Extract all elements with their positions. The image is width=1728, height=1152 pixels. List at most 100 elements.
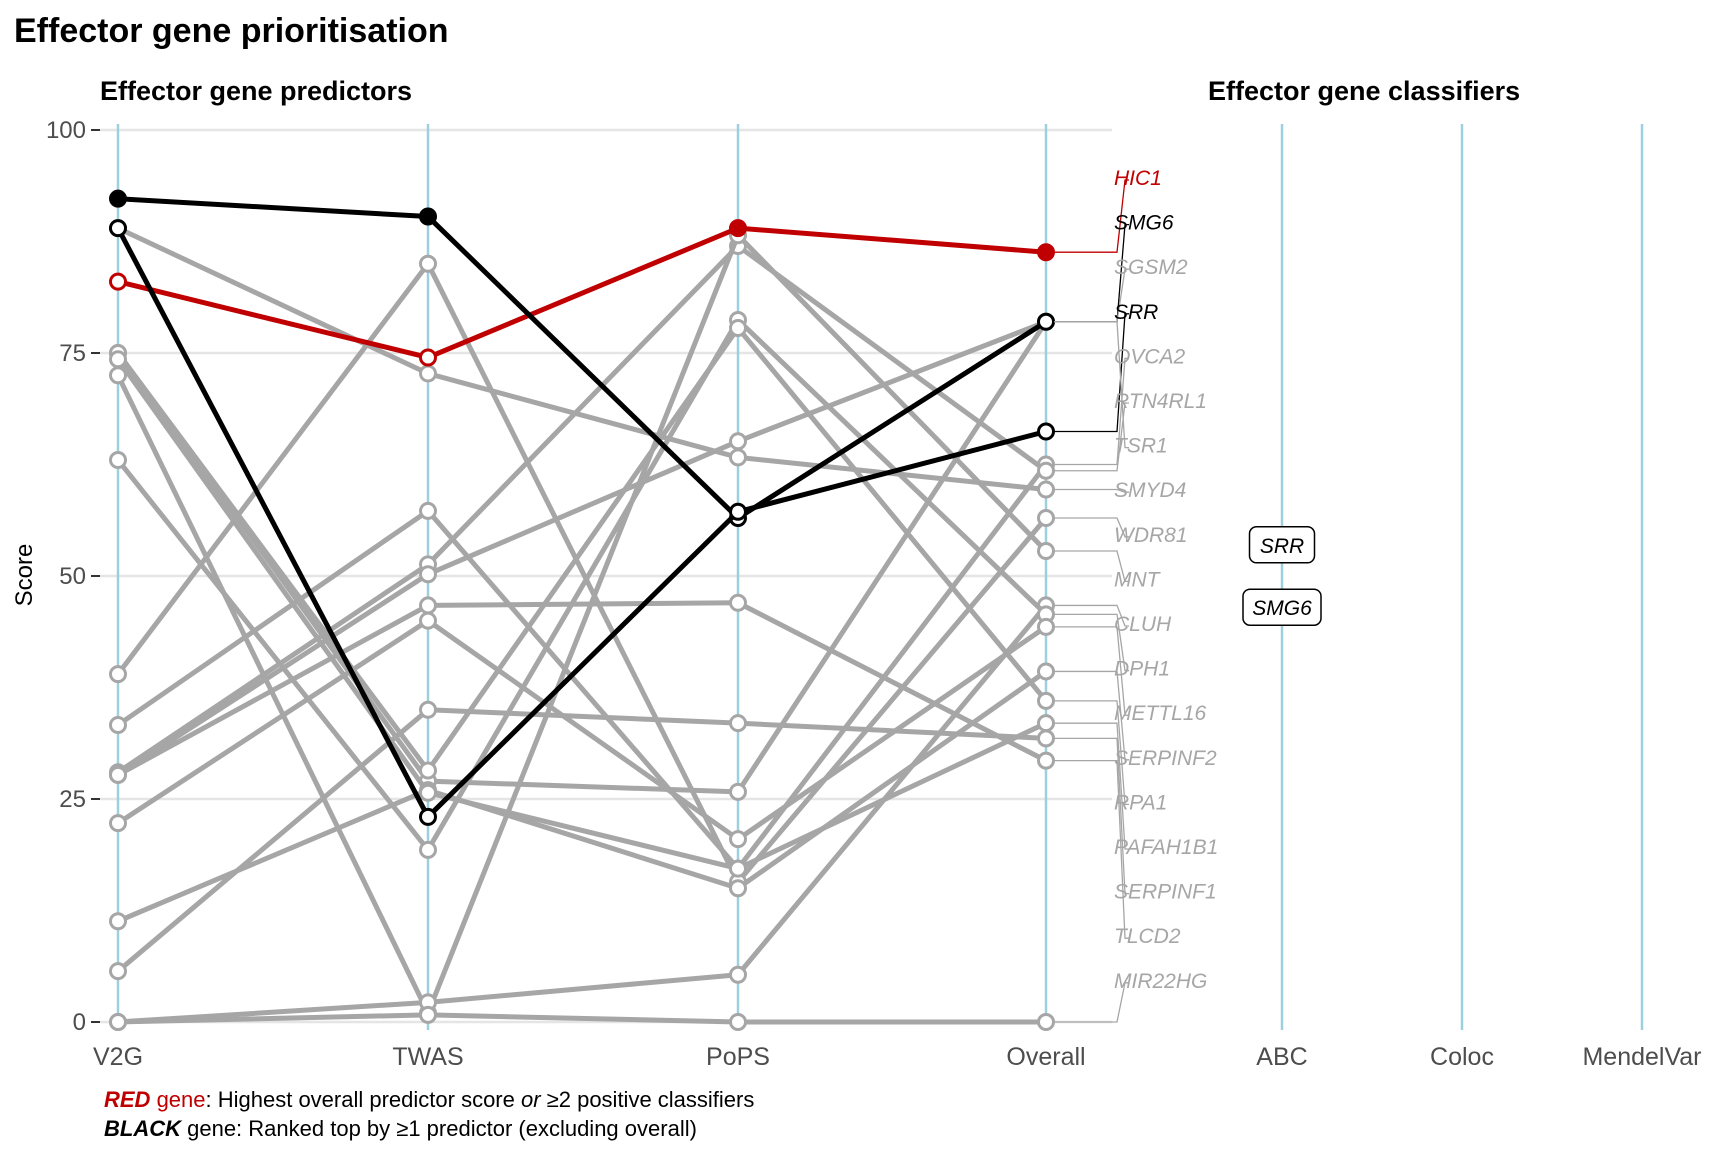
gene-label: RPA1 [1114,791,1167,814]
series-serpinf1 [109,700,1055,981]
point-twas [419,254,437,273]
gene-label: SMG6 [1114,212,1174,235]
label-serpinf2: SERPINF2 [1054,670,1217,770]
label-pafah1b1: PAFAH1B1 [1054,722,1218,859]
label-ovca2: OVCA2 [1054,345,1186,466]
classifier-hit-smg6: SMG6 [1242,588,1322,626]
point-v2g [109,272,127,291]
footnote-black-word: BLACK [104,1116,183,1141]
series-line [116,462,1048,872]
y-axis-label: Score [11,544,38,607]
point-v2g [109,665,127,684]
x-label-overall: Overall [1006,1043,1085,1071]
label-dph1: DPH1 [1054,613,1170,681]
point-overall [1037,729,1055,748]
footnote-or: or [521,1087,542,1112]
label-connector [1054,737,1129,895]
footnote-red-text-a: : Highest overall predictor score [206,1087,521,1112]
point-twas [419,501,437,520]
gene-label: MNT [1114,568,1162,591]
footnote-black-text: gene: Ranked top by ≥1 predictor (exclud… [181,1116,697,1141]
label-connector [1054,982,1129,1023]
point-twas [419,364,437,383]
gene-label: SRR [1114,301,1158,324]
point-twas [419,783,437,802]
point-twas [419,700,437,719]
label-rtn4rl1: RTN4RL1 [1054,390,1207,472]
label-tsr1: TSR1 [1054,321,1168,458]
point-pops [729,782,747,801]
point-pops [729,859,747,878]
footnote-black: BLACK gene: Ranked top by ≥1 predictor (… [104,1116,697,1141]
label-connector [1054,321,1129,449]
point-pops [729,502,747,521]
x-label-mendelvar: MendelVar [1582,1043,1701,1071]
point-v2g [109,912,127,931]
x-label-pops: PoPS [706,1043,770,1071]
point-pops [729,219,747,238]
series-hic1 [109,219,1055,367]
label-connector [1054,179,1129,253]
point-twas [419,807,437,826]
series-line [117,225,1047,360]
point-v2g [109,1013,127,1031]
label-connector [1054,759,1129,939]
series-line [117,669,1048,924]
gene-label: METTL16 [1114,702,1207,725]
label-connector [1054,670,1129,761]
label-connector [1054,700,1129,806]
point-overall [1037,662,1055,681]
series-srr [109,219,1055,826]
footnote-red-gene: gene [150,1087,205,1112]
label-mir22hg: MIR22HG [1054,970,1207,1023]
point-v2g [109,962,127,981]
point-v2g [109,451,127,470]
gene-label: OVCA2 [1114,345,1186,368]
point-pops [729,830,747,849]
gene-label: PAFAH1B1 [1114,836,1218,859]
label-srr: SRR [1054,301,1158,433]
label-wdr81: WDR81 [1054,517,1188,547]
point-pops [729,593,747,612]
label-connector [1054,357,1129,466]
point-v2g [109,814,127,833]
label-connector [1054,550,1129,583]
point-overall [1037,312,1055,331]
classifiers-subtitle: Effector gene classifiers [1208,76,1520,106]
footnote-red-word: RED [104,1087,151,1112]
point-pops [729,714,747,733]
series-line [116,600,1048,778]
series-line [117,1012,1046,1025]
y-tick-label: 25 [59,786,86,813]
series-line [116,243,1048,775]
label-connector [1054,517,1129,538]
label-connector [1054,313,1129,433]
chart-title: Effector gene prioritisation [14,12,449,50]
point-pops [729,448,747,467]
point-overall [1037,509,1055,528]
x-axis-labels: V2G TWAS PoPS Overall ABC Coloc MendelVar [93,1043,1702,1071]
point-pops [729,1013,747,1031]
point-pops [729,965,747,984]
label-cluh: CLUH [1054,604,1172,636]
point-pops [729,319,747,338]
gene-label: HIC1 [1114,167,1162,190]
footnote-red: RED gene: Highest overall predictor scor… [104,1087,754,1112]
gene-label: SERPINF2 [1114,747,1217,770]
predictors-subtitle: Effector gene predictors [100,76,412,106]
y-tick-label: 100 [46,117,86,144]
point-twas [419,611,437,630]
series-line [115,325,1048,773]
label-connector [1054,613,1129,672]
x-label-twas: TWAS [392,1043,463,1071]
point-v2g [109,189,127,208]
point-twas [419,565,437,584]
x-label-v2g: V2G [93,1043,143,1071]
series-line [116,317,1048,853]
classifier-hit-label: SMG6 [1252,597,1312,620]
point-v2g [109,219,127,238]
y-tick-label: 75 [59,340,86,367]
gene-labels: HIC1 SMG6 SGSM2 SRR OVCA2 RTN4RL1 TSR1 SMYD4 WDR… [1054,167,1218,1023]
footnote-red-text-b: ≥2 positive classifiers [541,1087,755,1112]
